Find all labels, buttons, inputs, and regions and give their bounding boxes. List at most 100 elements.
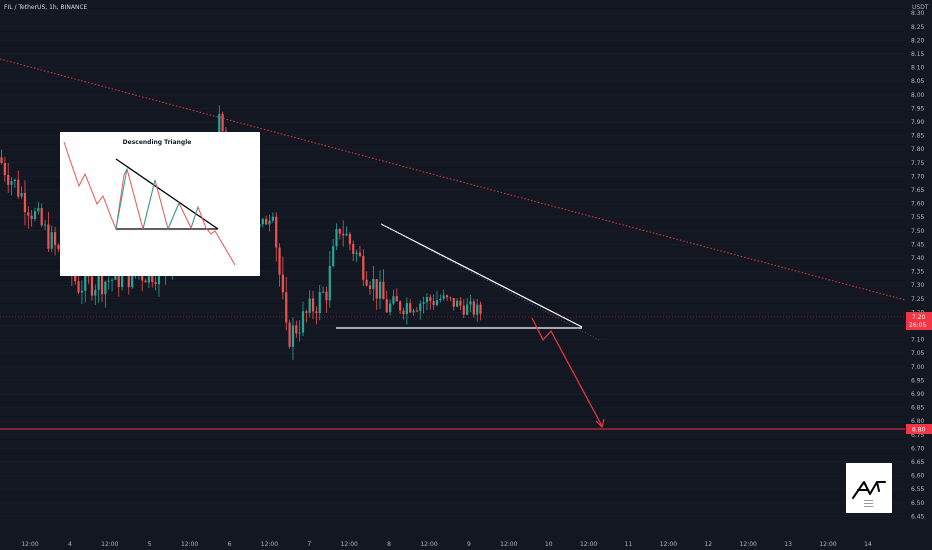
candle-body [375, 279, 378, 299]
candle-body [395, 296, 398, 302]
candle-body [318, 292, 321, 314]
x-tick-label: 12:00 [101, 541, 118, 548]
candle-body [23, 193, 27, 213]
candle-body [74, 274, 77, 282]
y-tick-label: 8.30 [911, 10, 925, 17]
candle-body [301, 311, 305, 333]
candle-body [385, 299, 388, 313]
candle-body [442, 295, 445, 299]
candle-body [77, 281, 80, 293]
candle-body [372, 279, 375, 290]
x-tick-label: 12:00 [740, 541, 757, 548]
x-tick-label: 12:00 [21, 541, 38, 548]
time-axis[interactable]: 12:00 4 12:00 5 12:00 6 12:00 7 12:00 8 12:00 9 12:0… [21, 541, 872, 548]
y-tick-label: 6.85 [911, 405, 925, 412]
candle-body [141, 274, 144, 281]
badge-logo [852, 481, 886, 499]
y-tick-label: 7.80 [911, 146, 925, 153]
candle-body [84, 271, 87, 291]
candle-body [382, 281, 385, 300]
candle-body [261, 218, 264, 225]
candle-body [107, 280, 110, 282]
candle-body [37, 208, 40, 212]
candle-body [221, 114, 224, 132]
y-tick-label: 6.75 [911, 432, 925, 439]
symbol-header: FIL / TetherUS, 1h, BINANCE [4, 4, 88, 11]
y-tick-label: 7.70 [911, 173, 925, 180]
x-tick-label: 13 [784, 541, 792, 548]
x-tick-label: 12:00 [819, 541, 836, 548]
x-tick-label: 6 [228, 541, 232, 548]
y-tick-label: 6.70 [911, 445, 925, 452]
y-tick-label: 7.95 [911, 105, 925, 112]
y-tick-label: 8.20 [911, 37, 925, 44]
grid [0, 12, 905, 517]
candle-body [305, 311, 308, 313]
price-axis[interactable]: 8.30 8.25 8.20 8.15 8.10 8.05 8.00 7.95 7.90 7.85… [911, 10, 925, 520]
candle-body [338, 229, 341, 234]
candle-body [378, 281, 382, 299]
x-tick-label: 12:00 [660, 541, 677, 548]
candle-body [20, 193, 23, 197]
y-tick-label: 7.00 [911, 364, 925, 371]
candle-body [462, 305, 465, 315]
x-tick-label: 5 [148, 541, 152, 548]
candle-body [100, 274, 104, 295]
x-tick-label: 4 [68, 541, 72, 548]
candle-body [368, 285, 372, 290]
candle-body [97, 274, 100, 290]
countdown-label: 26:05 [909, 322, 926, 329]
candle-body [33, 211, 37, 220]
candle-body [332, 246, 335, 267]
badge-pattern [864, 500, 873, 507]
candle-body [389, 303, 392, 313]
candle-body [218, 114, 221, 149]
y-tick-label: 6.80 [911, 418, 925, 425]
candle-body [265, 218, 268, 225]
candle-body [435, 300, 439, 306]
y-tick-label: 6.95 [911, 377, 925, 384]
y-tick-label: 8.00 [911, 92, 925, 99]
axis-unit: USDT [912, 4, 929, 11]
x-tick-label: 11 [625, 541, 633, 548]
y-tick-label: 6.50 [911, 500, 925, 507]
x-tick-label: 14 [864, 541, 872, 548]
candle-body [3, 162, 6, 175]
y-tick-label: 8.15 [911, 51, 925, 58]
x-tick-label: 12 [704, 541, 712, 548]
candle-body [429, 297, 432, 302]
candle-body [365, 279, 368, 286]
candle-body [479, 304, 482, 314]
x-tick-label: 12:00 [500, 541, 517, 548]
x-tick-label: 9 [467, 541, 471, 548]
candle-body [345, 233, 348, 236]
candle-body [456, 300, 459, 307]
breakdown-arrow [531, 317, 605, 429]
y-tick-label: 7.75 [911, 160, 925, 167]
x-tick-label: 10 [545, 541, 553, 548]
candle-body [27, 212, 30, 216]
candle-body [17, 179, 20, 197]
candle-body [30, 215, 33, 220]
target-price-tag: 6.80 [906, 424, 932, 434]
candle-body [131, 266, 134, 288]
y-tick-label: 8.10 [911, 65, 925, 72]
x-tick-label: 8 [387, 541, 391, 548]
candle-body [285, 292, 288, 323]
candle-body [412, 310, 415, 313]
candle-body [422, 302, 425, 304]
candle-body [127, 267, 130, 288]
candle-body [110, 279, 114, 281]
author-badge [846, 463, 892, 513]
target-price-label: 6.80 [912, 427, 926, 434]
triangle-pattern [336, 223, 602, 342]
candle-body [281, 274, 284, 293]
y-tick-label: 7.35 [911, 269, 925, 276]
candle-body [342, 233, 345, 236]
candle-body [154, 282, 157, 285]
candle-body [452, 298, 455, 307]
candle-body [472, 301, 475, 315]
candle-body [445, 295, 449, 298]
x-tick-label: 12:00 [261, 541, 278, 548]
